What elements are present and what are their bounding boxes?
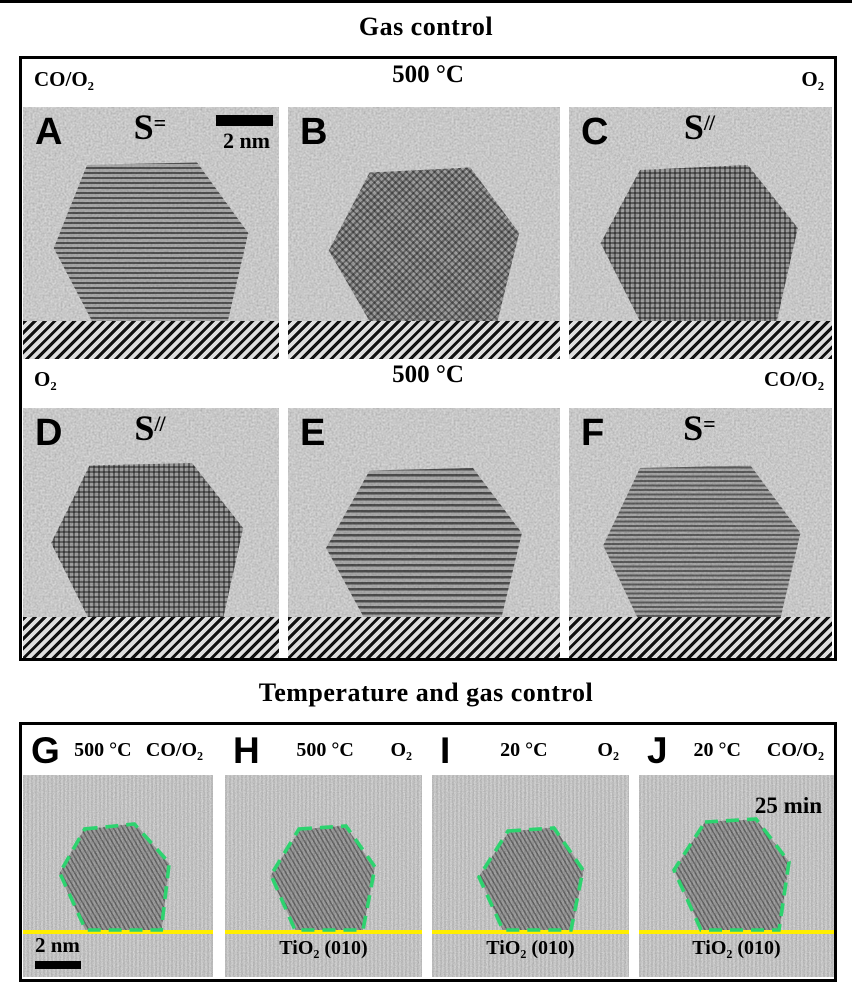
- facet-sup-f: =: [703, 411, 716, 436]
- substrate-label-j: TiO₂ (010): [692, 937, 781, 959]
- panel-temp-g: 500 °C: [74, 738, 132, 761]
- panel-header-j: J 20 °C CO/O₂: [639, 725, 834, 775]
- panel-letter-f: F: [581, 412, 605, 454]
- condition-temp-row1: 500 °C: [392, 61, 464, 88]
- particle-outline-i: [476, 826, 585, 932]
- condition-row-1: CO/O₂ 500 °C O₂: [22, 59, 834, 105]
- substrate-label-h: TiO₂ (010): [279, 937, 368, 959]
- tem-image-panel-e: E: [288, 408, 560, 658]
- panel-gas-j: CO/O₂: [766, 738, 824, 761]
- condition-gas-left-row2: O₂: [34, 367, 57, 391]
- tem-noise-texture: [23, 775, 213, 977]
- section-title-gas-control: Gas control: [358, 12, 494, 41]
- facet-label-c: S//: [683, 107, 715, 147]
- tem-image-panel-a: A S= 2 nm: [23, 107, 279, 359]
- gas-control-panel-box: CO/O₂ 500 °C O₂ A S= 2 nm B C S// O₂ 500…: [19, 56, 837, 661]
- lattice-texture: [23, 775, 213, 977]
- elapsed-time-label-j: 25 min: [754, 793, 822, 818]
- tio2-surface-line-j: [639, 930, 834, 934]
- nanoparticle-b: [328, 167, 520, 322]
- tem-image-panel-c: C S//: [569, 107, 832, 359]
- condition-gas-left-row1: CO/O₂: [34, 67, 94, 91]
- substrate-lattice-d: [23, 617, 279, 658]
- facet-label-d: S//: [134, 408, 165, 448]
- substrate-lattice-c: [569, 321, 832, 359]
- tem-image-panel-b: B: [288, 107, 560, 359]
- facet-base-d: S: [134, 408, 155, 448]
- tem-noise-texture: [23, 408, 279, 658]
- tem-image-panel-f: F S=: [569, 408, 832, 658]
- scale-bar-label-a: 2 nm: [222, 128, 270, 153]
- panel-letter-g: G: [31, 729, 60, 771]
- tem-image-panel-j: 25 min TiO₂ (010): [639, 775, 834, 977]
- panel-letter-j: J: [647, 729, 668, 771]
- tem-noise-texture: [288, 107, 560, 359]
- condition-temp-row2: 500 °C: [392, 361, 464, 388]
- facet-sup-d: //: [154, 411, 165, 436]
- panel-header-g: G 500 °C CO/O₂: [23, 725, 213, 775]
- substrate-label-i: TiO₂ (010): [486, 937, 575, 959]
- tem-image-panel-i: TiO₂ (010): [432, 775, 629, 977]
- panel-gas-i: O₂: [597, 738, 619, 761]
- condition-gas-right-row1: O₂: [801, 67, 824, 91]
- lattice-texture: [432, 775, 629, 977]
- particle-outline-j: [671, 817, 791, 932]
- panel-letter-a: A: [35, 111, 63, 153]
- tem-image-panel-d: D S//: [23, 408, 279, 658]
- tem-noise-texture: [432, 775, 629, 977]
- nanoparticle-e: [326, 468, 522, 623]
- scale-bar-label-g: 2 nm: [35, 933, 80, 957]
- facet-base-f: S: [683, 408, 704, 448]
- temperature-gas-control-panel-box: G 500 °C CO/O₂ H 500 °C O₂ I 20 °C O₂ J …: [19, 722, 837, 982]
- lattice-texture: [639, 775, 834, 977]
- scale-bar-a: [216, 115, 273, 126]
- facet-base-a: S: [133, 107, 154, 147]
- section-title-temperature-gas-control: Temperature and gas control: [258, 678, 594, 707]
- tem-image-panel-g: 2 nm: [23, 775, 213, 977]
- particle-outline-g: [57, 822, 172, 932]
- tio2-surface-line-h: [225, 930, 422, 934]
- condition-gas-right-row2: CO/O₂: [764, 367, 824, 391]
- panel-header-h: H 500 °C O₂: [225, 725, 422, 775]
- substrate-lattice-f: [569, 617, 832, 658]
- condition-row-2: O₂ 500 °C CO/O₂: [22, 359, 834, 405]
- facet-sup-c: //: [703, 110, 715, 135]
- panel-temp-h: 500 °C: [296, 738, 354, 761]
- panel-gas-g: CO/O₂: [145, 738, 203, 761]
- particle-outline-h: [268, 824, 377, 932]
- panel-letter-d: D: [35, 412, 63, 454]
- panel-temp-i: 20 °C: [500, 738, 548, 761]
- tem-noise-texture: [225, 775, 422, 977]
- panel-letter-e: E: [300, 412, 326, 454]
- tio2-surface-line-i: [432, 930, 629, 934]
- panel-temp-j: 20 °C: [693, 738, 741, 761]
- tem-noise-texture: [569, 107, 832, 359]
- nanoparticle-c: [600, 164, 798, 322]
- facet-label-f: S=: [683, 408, 716, 448]
- facet-sup-a: =: [153, 110, 167, 135]
- nanoparticle-d: [51, 463, 244, 621]
- nanoparticle-a: [53, 162, 249, 322]
- scale-bar-g: [35, 961, 81, 969]
- lattice-texture: [225, 775, 422, 977]
- facet-base-c: S: [683, 107, 704, 147]
- substrate-lattice-a: [23, 321, 279, 359]
- nanoparticle-f: [603, 465, 801, 623]
- panel-header-i: I 20 °C O₂: [432, 725, 629, 775]
- panel-letter-b: B: [300, 111, 328, 153]
- panel-letter-c: C: [581, 111, 609, 153]
- facet-label-a: S=: [133, 107, 167, 147]
- page-top-rule: [0, 0, 852, 3]
- tem-image-panel-h: TiO₂ (010): [225, 775, 422, 977]
- substrate-lattice-e: [288, 617, 560, 658]
- panel-letter-h: H: [233, 729, 260, 771]
- tem-noise-texture: [569, 408, 832, 658]
- panel-letter-i: I: [440, 729, 451, 771]
- substrate-lattice-b: [288, 321, 560, 359]
- panel-gas-h: O₂: [390, 738, 412, 761]
- tio2-surface-line-g: [23, 930, 213, 934]
- tem-noise-texture: [639, 775, 834, 977]
